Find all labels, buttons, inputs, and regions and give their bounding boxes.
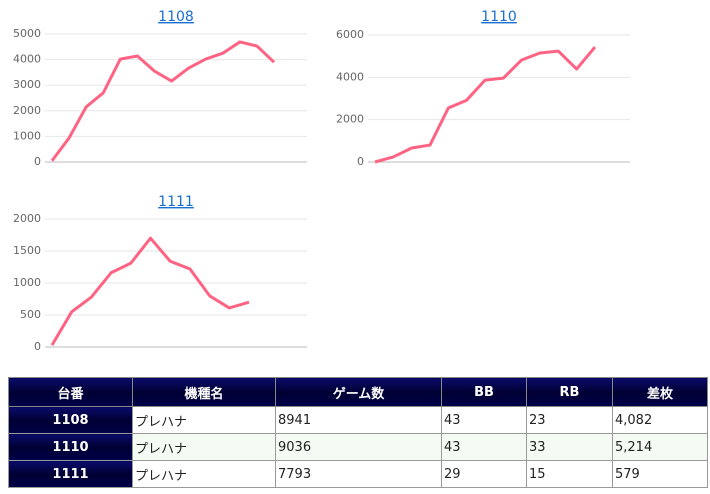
row-id-cell: 1108 (8, 406, 133, 434)
y-tick-label: 5000 (13, 27, 41, 40)
y-tick-label: 1000 (13, 129, 41, 142)
table-row: 1110 プレハナ 9036 43 33 5,214 (8, 433, 708, 461)
chart-title[interactable]: 1110 (481, 9, 517, 25)
y-tick-label: 3000 (13, 78, 41, 91)
y-tick-label: 6000 (336, 28, 364, 41)
table-cell: 7793 (275, 460, 442, 488)
header-cell: BB (441, 377, 527, 407)
table-cell: 43 (441, 433, 527, 461)
table-cell: プレハナ (132, 460, 276, 488)
table-cell: 579 (612, 460, 708, 488)
table-row: 1108 プレハナ 8941 43 23 4,082 (8, 406, 708, 434)
header-cell: 機種名 (132, 377, 276, 407)
data-line (50, 40, 276, 162)
header-cell: RB (526, 377, 613, 407)
table-cell: プレハナ (132, 433, 276, 461)
table-cell: 23 (526, 406, 613, 434)
data-line (374, 46, 597, 164)
y-tick-label: 1000 (13, 276, 41, 289)
header-cell: 台番 (8, 377, 133, 407)
table-cell: 9036 (275, 433, 442, 461)
y-tick-label: 2000 (13, 104, 41, 117)
header-cell: 差枚 (612, 377, 708, 407)
chart-title[interactable]: 1111 (158, 194, 194, 210)
table-cell: 8941 (275, 406, 442, 434)
table-cell: 4,082 (612, 406, 708, 434)
chart-title[interactable]: 1108 (158, 9, 194, 25)
y-tick-label: 500 (20, 308, 41, 321)
row-id-cell: 1111 (8, 460, 133, 488)
table-cell: 5,214 (612, 433, 708, 461)
row-id-cell: 1110 (8, 433, 133, 461)
header-cell: ゲーム数 (275, 377, 442, 407)
table-row: 1111 プレハナ 7793 29 15 579 (8, 460, 708, 488)
y-tick-label: 1500 (13, 244, 41, 257)
y-tick-label: 4000 (13, 53, 41, 66)
y-tick-label: 4000 (336, 70, 364, 83)
header-row: 台番 機種名 ゲーム数 BB RB 差枚 (8, 377, 708, 407)
table-cell: 15 (526, 460, 613, 488)
table-cell: プレハナ (132, 406, 276, 434)
y-tick-label: 0 (357, 155, 364, 168)
table-cell: 33 (526, 433, 613, 461)
charts: 1108010002000300040005000111002000400060… (13, 9, 630, 353)
data-table: 台番 機種名 ゲーム数 BB RB 差枚 1108 プレハナ 8941 43 23 4,0… (8, 377, 708, 488)
y-tick-label: 2000 (336, 113, 364, 126)
y-tick-label: 0 (34, 155, 41, 168)
table-cell: 29 (441, 460, 527, 488)
table-cell: 43 (441, 406, 527, 434)
data-line (50, 236, 250, 346)
y-tick-label: 0 (34, 340, 41, 353)
y-tick-label: 2000 (13, 212, 41, 225)
table-body: 1108 プレハナ 8941 43 23 4,082 1110 プレハナ 9036 43 33 5,2… (8, 406, 708, 488)
